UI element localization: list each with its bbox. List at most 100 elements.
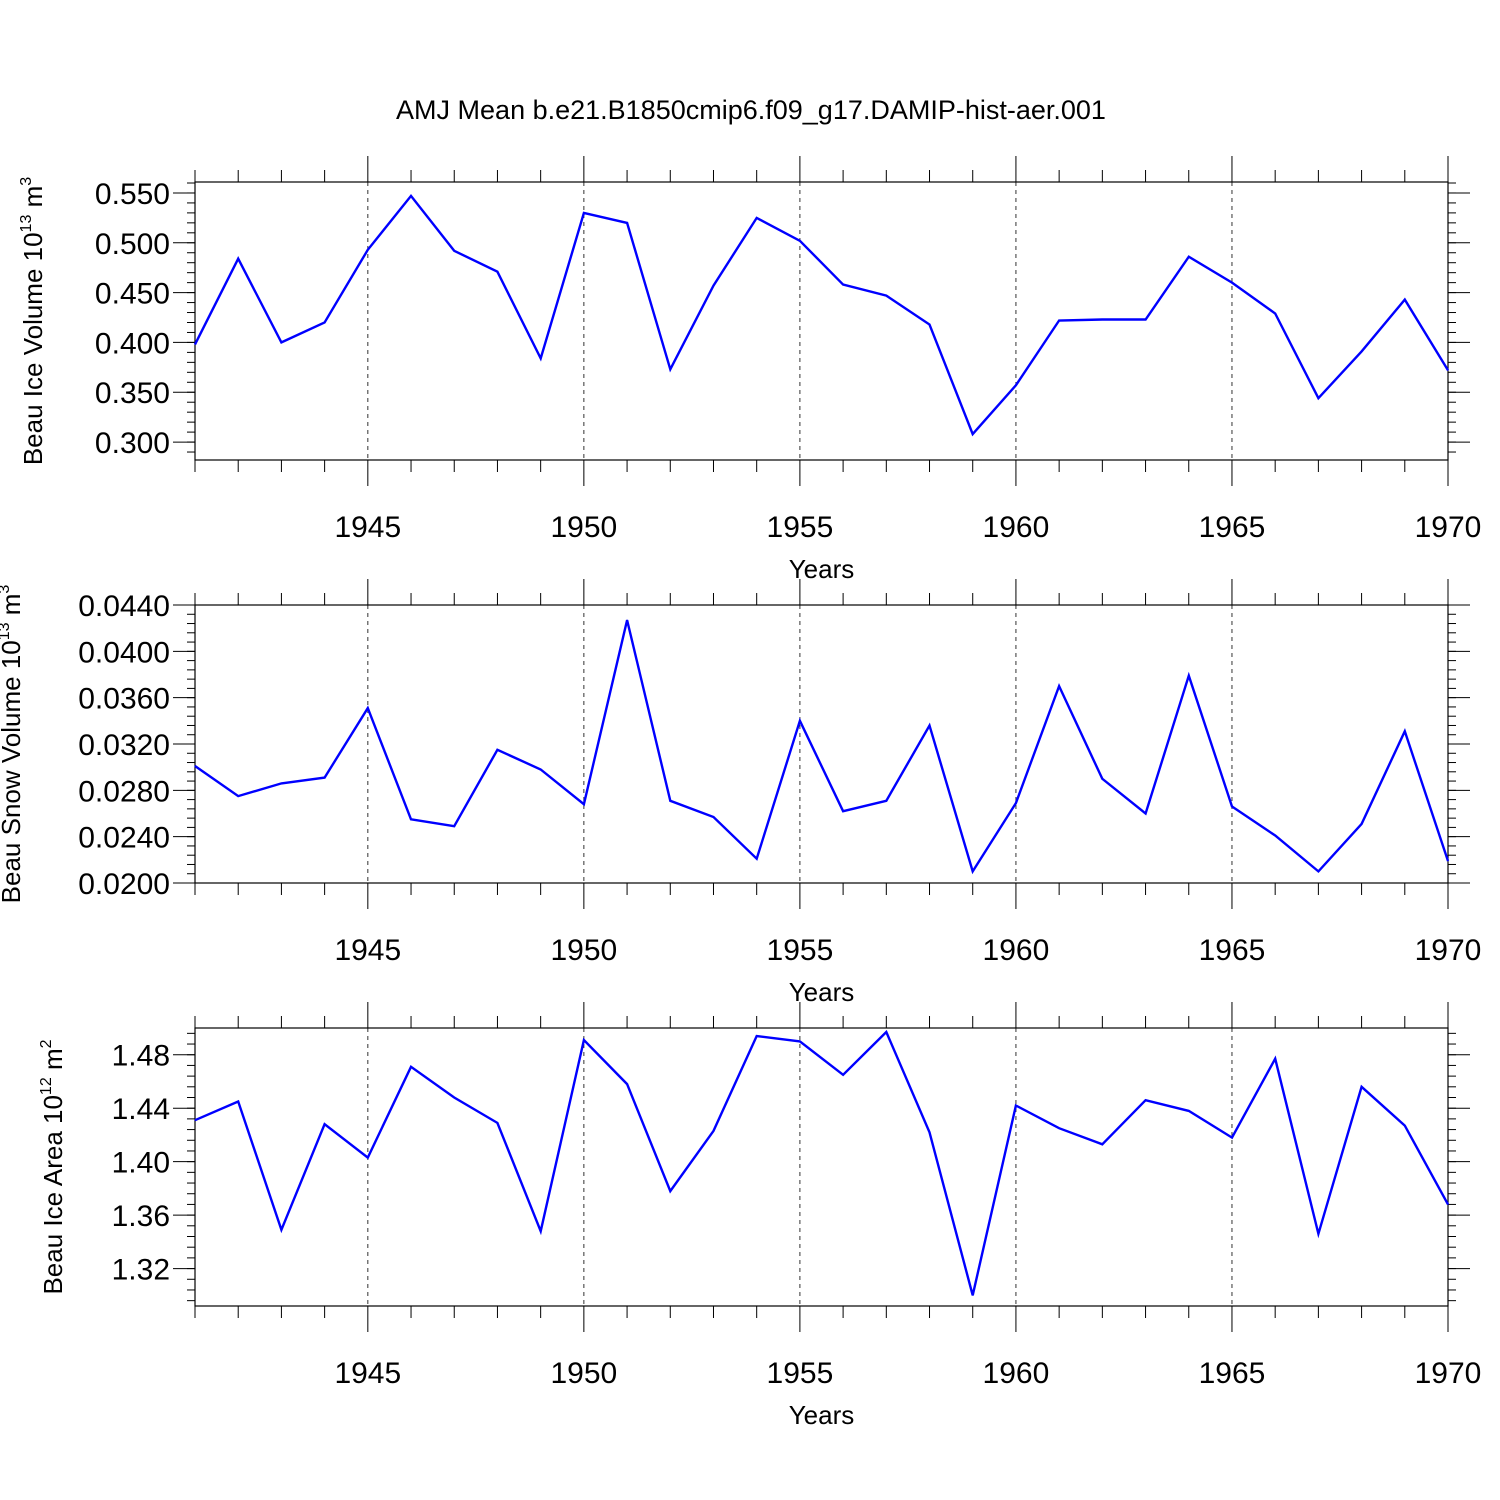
data-point — [1404, 730, 1406, 732]
data-point — [799, 1040, 801, 1042]
x-tick-label: 1955 — [767, 511, 834, 544]
data-point — [453, 1097, 455, 1098]
y-tick-label: 0.0440 — [78, 590, 170, 623]
data-point — [669, 800, 671, 802]
data-point — [1361, 823, 1363, 825]
data-point — [1447, 1203, 1449, 1205]
data-point — [972, 870, 974, 872]
data-point — [367, 1157, 369, 1159]
y-title-unit: m — [38, 1048, 68, 1077]
data-point — [712, 1130, 714, 1132]
data-point — [1188, 1110, 1190, 1112]
data-point — [1317, 1233, 1319, 1235]
data-point — [1231, 1137, 1233, 1139]
data-point — [453, 825, 455, 827]
y-title-unit-exponent: 3 — [0, 585, 13, 594]
data-point — [453, 250, 455, 252]
data-point — [237, 258, 239, 260]
panel-2: 0.0200 0.0240 0.0280 0.0320 0.0360 0.0400 0.04… — [0, 579, 1481, 1007]
x-tick-label: 1960 — [983, 511, 1050, 544]
data-point — [324, 777, 326, 779]
data-point — [1015, 1105, 1017, 1107]
y-title-exponent: 12 — [38, 1077, 55, 1095]
data-point — [712, 285, 714, 287]
y-title-text: Beau Ice Area 10 — [38, 1095, 68, 1294]
data-point — [496, 271, 498, 273]
y-tick-label: 0.450 — [95, 278, 170, 311]
y-tick-label: 0.0400 — [78, 636, 170, 669]
data-point — [583, 212, 585, 214]
series-line-2 — [194, 619, 1450, 875]
x-tick-label: 1945 — [334, 934, 401, 967]
x-tick-label: 1950 — [550, 511, 617, 544]
x-tick-label: 1965 — [1199, 511, 1266, 544]
y-tick-label: 1.40 — [112, 1147, 170, 1180]
data-point — [669, 1190, 671, 1192]
x-tick-label: 1955 — [767, 1357, 834, 1390]
data-point — [1361, 1086, 1363, 1088]
data-point — [496, 1122, 498, 1124]
data-point — [1101, 1143, 1103, 1145]
y-tick-label: 1.48 — [112, 1040, 170, 1073]
y-tick-label: 1.44 — [112, 1093, 170, 1126]
x-tick-label: 1965 — [1199, 1357, 1266, 1390]
y-title-unit: m — [18, 186, 48, 215]
data-point — [1188, 256, 1190, 258]
y-tick-label: 0.300 — [95, 427, 170, 460]
y-tick-label: 0.0360 — [78, 683, 170, 716]
data-point — [583, 803, 585, 805]
data-point — [626, 619, 628, 621]
data-point — [540, 357, 542, 359]
data-point — [540, 1230, 542, 1232]
data-point — [1317, 397, 1319, 399]
y-title-unit: m — [0, 594, 26, 623]
y-title-text: Beau Snow Volume 10 — [0, 640, 26, 903]
y-tick-label: 0.350 — [95, 377, 170, 410]
x-tick-label: 1960 — [983, 1357, 1050, 1390]
y-tick-label: 0.400 — [95, 327, 170, 360]
data-point — [929, 724, 931, 726]
data-point — [972, 433, 974, 435]
data-point — [1058, 320, 1060, 322]
y-title-exponent: 13 — [18, 215, 35, 233]
x-tick-label: 1970 — [1415, 1357, 1482, 1390]
x-tick-label: 1960 — [983, 934, 1050, 967]
x-tick-label: 1970 — [1415, 934, 1482, 967]
data-point — [280, 782, 282, 784]
y-axis-title: Beau Ice Area 1012 m2 — [38, 1039, 68, 1294]
plot-frame — [194, 1027, 1449, 1307]
data-point — [280, 341, 282, 343]
data-point — [1145, 1099, 1147, 1101]
data-point — [1231, 282, 1233, 284]
data-point — [1361, 350, 1363, 352]
data-point — [1145, 319, 1147, 321]
data-point — [367, 249, 369, 251]
data-point — [410, 818, 412, 820]
data-point — [237, 1101, 239, 1103]
data-point — [194, 765, 196, 767]
data-point — [1274, 835, 1276, 837]
figure-title: AMJ Mean b.e21.B1850cmip6.f09_g17.DAMIP-… — [396, 95, 1106, 125]
series-line-1 — [193, 193, 1450, 437]
data-point — [1058, 1127, 1060, 1129]
panel-3: 1.32 1.36 1.40 1.44 1.48 1945 1950 1955 1960 1965… — [38, 1002, 1481, 1430]
y-title-exponent: 13 — [0, 622, 13, 640]
data-point — [1404, 299, 1406, 301]
data-point — [496, 749, 498, 751]
data-point — [280, 1229, 282, 1231]
data-point — [756, 858, 758, 860]
x-tick-label: 1945 — [334, 1357, 401, 1390]
data-point — [324, 321, 326, 323]
data-point — [1188, 675, 1190, 677]
data-point — [1404, 1125, 1406, 1127]
data-point — [929, 323, 931, 325]
data-point — [1145, 813, 1147, 814]
data-point — [1015, 384, 1017, 386]
series-line-3 — [194, 1029, 1450, 1296]
data-point — [669, 368, 671, 370]
data-point — [324, 1123, 326, 1125]
y-title-unit-exponent: 3 — [18, 177, 35, 186]
data-point — [1058, 685, 1060, 687]
y-tick-label: 0.550 — [95, 178, 170, 211]
